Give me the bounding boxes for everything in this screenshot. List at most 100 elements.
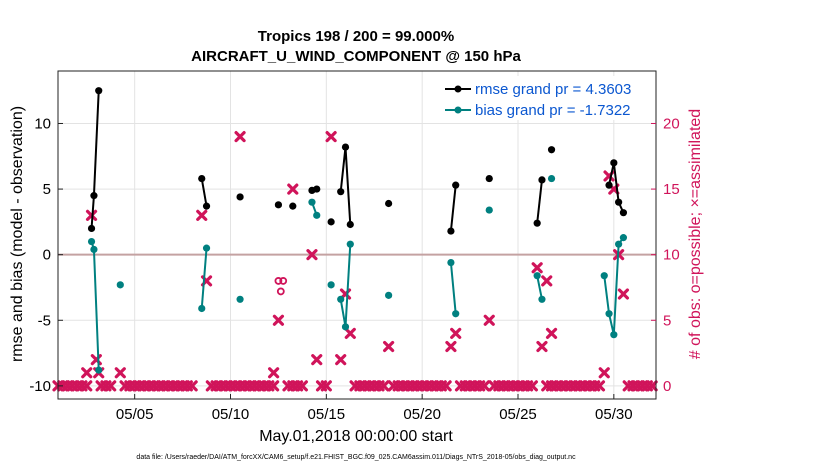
obs-assimilated-cross [114,367,126,379]
rmse-point [327,218,335,226]
bias-line-segment [536,275,543,300]
rmse-point [385,199,393,208]
obs-assimilated-cross [287,183,299,195]
y-tick-label-right: 0 [663,378,671,395]
bias-point [327,281,335,289]
rmse-point [337,188,345,196]
rmse-point [341,143,350,151]
y-tick-label-left: -5 [38,312,51,329]
bias-point [236,295,244,303]
obs-assimilated-cross [531,262,543,274]
rmse-line-segment [536,179,543,224]
obs-assimilated-cross [81,380,93,392]
obs-assimilated-marker [196,209,208,221]
obs-assimilated-marker [344,327,356,339]
bias-point [95,366,103,374]
obs-assimilated-marker [440,380,452,392]
obs-assimilated-cross [545,327,558,339]
plot-frame [57,70,657,400]
obs-assimilated-marker [531,262,543,274]
bias-point [485,206,493,214]
obs-possible-marker [276,287,285,296]
bias-line-segment [200,248,208,309]
plot-area [58,71,656,399]
obs-assimilated-cross [445,340,457,353]
bias-point [452,310,460,318]
bias-point [600,272,608,280]
obs-assimilated-marker [105,380,117,392]
bias-point [346,240,354,248]
obs-assimilated-marker [272,314,285,326]
rmse-point [346,220,354,229]
obs-assimilated-cross [478,380,491,392]
rmse-point [447,227,455,235]
obs-assimilated-cross [320,380,332,392]
obs-assimilated-cross [483,314,495,326]
bias-point [610,331,618,339]
obs-assimilated-marker [234,131,246,143]
rmse-point [538,176,546,184]
obs-assimilated-cross [440,380,452,392]
x-ticks: 05/05 05/10 05/15 05/20 05/25 05/30 [116,394,633,423]
bias-point [385,291,393,299]
obs-assimilated-marker [306,249,318,261]
legend-rmse-label: rmse grand pr = 4.3603 [475,81,631,98]
bias-point [615,240,623,248]
x-tick-label: 05/25 [499,406,537,423]
bias-point [116,281,124,289]
obs-assimilated-marker [526,380,538,392]
bias-line-segment [449,262,457,314]
rmse-point [198,174,206,183]
y-ticks-left: -10 -5 0 5 10 [29,115,63,395]
obs-assimilated-cross [344,327,356,339]
obs-assimilated-cross [325,131,337,143]
obs-assimilated-cross [598,367,610,379]
obs-assimilated-marker [81,367,93,379]
obs-assimilated-marker [378,380,390,392]
bias-point [341,323,350,331]
x-tick-label: 05/10 [212,406,250,423]
obs-assimilated-marker [478,380,491,392]
obs-assimilated-marker [383,340,395,353]
y-ticks-right: 0 5 10 15 20 [651,115,680,395]
x-tick-label: 05/20 [403,406,441,423]
bias-point [87,237,96,246]
y-tick-label-left: -10 [29,378,51,395]
obs-assimilated-cross [105,380,117,392]
y-tick-label-right: 15 [663,181,680,198]
rmse-line-segment [449,185,457,232]
obs-assimilated-marker [81,380,93,392]
rmse-point [87,224,96,233]
obs-assimilated-cross [272,314,285,326]
series-lines [87,87,628,374]
bias-point [337,295,345,303]
obs-assimilated-cross [296,380,308,392]
legend-rmse-marker [454,85,462,93]
rmse-point [236,193,244,201]
rmse-point [485,174,493,183]
obs-assimilated-cross [541,275,553,287]
obs-assimilated-marker [598,367,610,379]
obs-assimilated-marker [325,131,337,143]
x-axis-label: May.01,2018 00:00:00 start [259,428,453,445]
obs-assimilated-marker [296,380,308,392]
obs-assimilated-marker [268,367,280,379]
obs-assimilated-cross [536,340,548,353]
obs-assimilated-marker [483,314,495,326]
obs-assimilated-cross [311,354,323,366]
chart-title-line2: AIRCRAFT_U_WIND_COMPONENT @ 150 hPa [191,48,521,65]
obs-assimilated-marker [268,380,280,392]
rmse-point [452,181,460,189]
rmse-point [605,181,613,189]
bias-point [313,211,321,219]
rmse-point [95,87,103,95]
rmse-point [289,202,297,210]
obs-assimilated-cross [526,380,538,392]
obs-assimilated-marker [335,354,347,366]
obs-assimilated-marker [617,288,630,300]
obs-assimilated-cross [306,249,318,261]
y-tick-label-left: 0 [43,247,51,264]
bias-point [605,310,613,318]
y-axis-label-left: rmse and bias (model - observation) [9,106,26,362]
